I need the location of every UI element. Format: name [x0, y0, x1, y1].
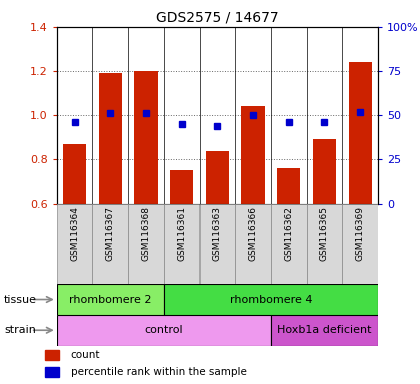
Text: strain: strain — [4, 325, 36, 335]
Bar — [170, 170, 193, 204]
Bar — [63, 144, 86, 204]
Bar — [45, 350, 60, 360]
Bar — [57, 315, 271, 346]
Text: GSM116365: GSM116365 — [320, 206, 329, 261]
Bar — [57, 284, 164, 315]
Title: GDS2575 / 14677: GDS2575 / 14677 — [156, 10, 278, 24]
Text: GSM116361: GSM116361 — [177, 206, 186, 261]
Bar — [45, 367, 60, 377]
Bar — [235, 204, 271, 284]
Text: Hoxb1a deficient: Hoxb1a deficient — [277, 325, 372, 335]
Text: percentile rank within the sample: percentile rank within the sample — [71, 367, 247, 377]
Text: GSM116364: GSM116364 — [70, 206, 79, 261]
Bar — [206, 151, 229, 204]
Bar — [313, 139, 336, 204]
Bar — [349, 62, 372, 204]
Text: rhombomere 4: rhombomere 4 — [230, 295, 312, 305]
Bar — [271, 204, 307, 284]
Bar — [57, 204, 92, 284]
Bar — [92, 204, 128, 284]
Bar — [200, 204, 235, 284]
Bar — [271, 315, 378, 346]
Text: tissue: tissue — [4, 295, 37, 305]
Text: GSM116362: GSM116362 — [284, 206, 293, 261]
Bar — [241, 106, 265, 204]
Text: control: control — [144, 325, 183, 335]
Text: GSM116369: GSM116369 — [356, 206, 365, 261]
Text: rhombomere 2: rhombomere 2 — [69, 295, 152, 305]
Bar — [277, 168, 300, 204]
Text: GSM116367: GSM116367 — [106, 206, 115, 261]
Bar — [164, 284, 378, 315]
Bar — [134, 71, 158, 204]
Text: GSM116368: GSM116368 — [142, 206, 150, 261]
Bar — [164, 204, 200, 284]
Text: GSM116366: GSM116366 — [249, 206, 257, 261]
Text: count: count — [71, 349, 100, 360]
Text: GSM116363: GSM116363 — [213, 206, 222, 261]
Bar — [342, 204, 378, 284]
Bar — [99, 73, 122, 204]
Bar — [128, 204, 164, 284]
Bar — [307, 204, 342, 284]
